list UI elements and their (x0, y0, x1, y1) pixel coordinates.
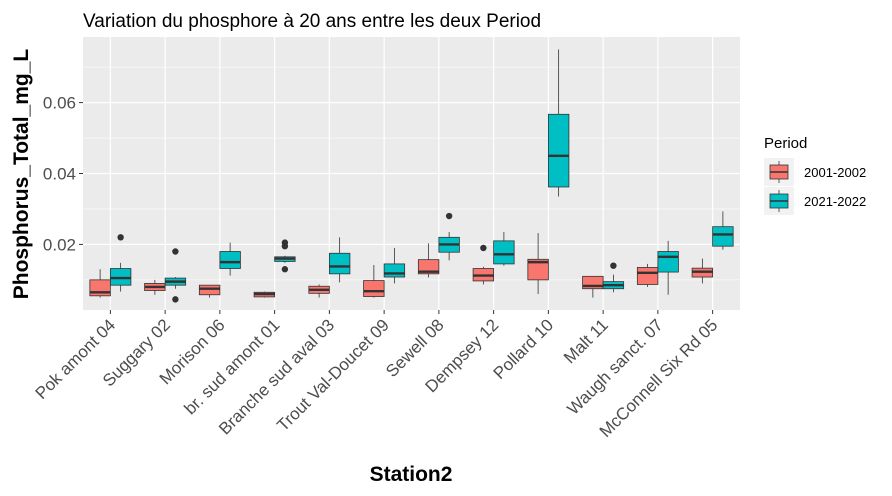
y-axis-title: Phosphorus_Total_mg_L (10, 49, 33, 300)
box-body (712, 226, 734, 247)
y-axis: 0.02 0.04 0.06 (43, 94, 83, 254)
legend: Period 2001-2002 2021-2022 (764, 135, 866, 215)
box-period-2 (438, 212, 460, 261)
y-tick-label: 0.02 (43, 235, 76, 254)
box-body (657, 251, 679, 273)
y-tick-label: 0.06 (43, 94, 76, 113)
box-body (219, 251, 241, 269)
box-period-2 (274, 239, 296, 273)
box-period-2 (493, 232, 515, 266)
box-period-2 (547, 49, 570, 197)
box-period-2 (109, 234, 132, 292)
x-tick-label: Pok amont 04 (32, 315, 120, 403)
box-period-1 (308, 284, 330, 298)
legend-items: 2001-2002 2021-2022 (764, 158, 866, 215)
x-tick-label: Malt 11 (560, 315, 612, 367)
chart-title: Variation du phosphore à 20 ans entre le… (83, 11, 541, 32)
box-period-1 (89, 269, 111, 298)
outlier-point (117, 234, 124, 241)
outlier-point (172, 248, 179, 255)
box-period-2 (328, 237, 351, 283)
box-period-2 (164, 248, 187, 303)
y-tick-label: 0.04 (43, 165, 76, 184)
grid-lines (83, 37, 740, 310)
box-body (328, 252, 351, 275)
box-body (363, 280, 385, 297)
x-axis-title: Station2 (370, 463, 453, 486)
legend-label: 2001-2002 (804, 165, 866, 180)
box-body (417, 259, 440, 275)
box-period-1 (363, 264, 385, 298)
box-period-1 (253, 291, 276, 298)
outlier-point (480, 244, 487, 252)
outlier-point (281, 266, 289, 273)
box-period-1 (198, 284, 221, 298)
box-period-2 (712, 211, 734, 250)
box-period-1 (691, 258, 714, 284)
legend-label: 2021-2022 (804, 194, 866, 209)
box-period-2 (383, 247, 406, 284)
box-period-1 (417, 243, 440, 278)
box-period-1 (144, 279, 166, 295)
x-tick-label: Pollard 10 (490, 315, 558, 383)
box-body (383, 263, 406, 278)
box-body (527, 258, 549, 281)
outlier-point (281, 242, 289, 250)
box-period-2 (219, 242, 241, 276)
box-period-2 (602, 262, 625, 293)
box-body (636, 267, 659, 285)
x-tick-label: br. sud amont 01 (180, 315, 283, 418)
box-body (547, 113, 570, 188)
box-period-1 (636, 263, 659, 287)
box-body (493, 240, 515, 265)
box-layer (89, 49, 734, 303)
outlier-point (610, 262, 617, 269)
box-body (198, 284, 221, 296)
box-period-1 (472, 244, 495, 285)
outlier-point (445, 212, 453, 220)
box-period-1 (527, 233, 549, 295)
box-period-2 (657, 240, 679, 295)
x-tick-label: Waugh sanct. 07 (563, 315, 666, 418)
legend-title: Period (764, 135, 807, 152)
box-body (109, 268, 132, 286)
outlier-point (172, 296, 179, 303)
